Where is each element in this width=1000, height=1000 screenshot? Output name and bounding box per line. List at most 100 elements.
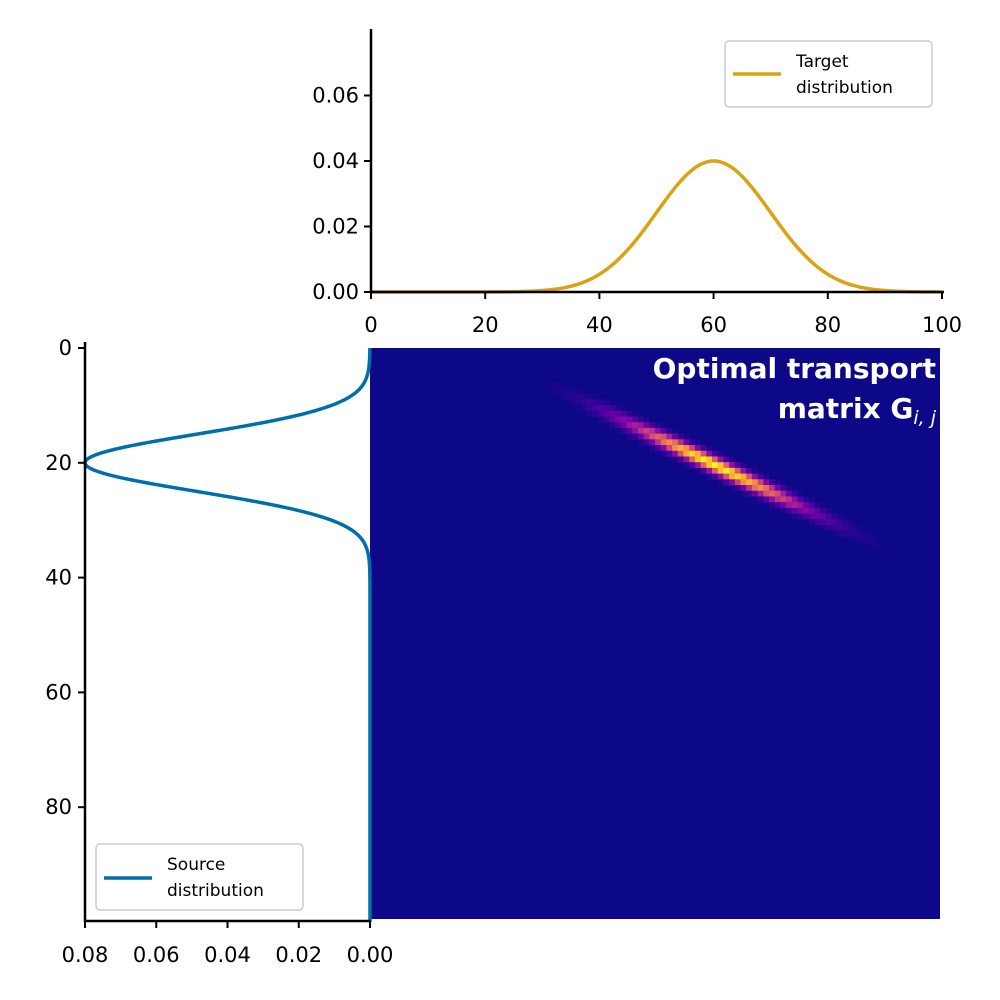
heatmap-cell: [649, 427, 656, 435]
heatmap-cell: [677, 445, 685, 452]
heatmap-cell: [717, 462, 724, 469]
heatmap-cell: [837, 513, 844, 520]
heatmap-cell: [803, 496, 810, 503]
heatmap-cell: [729, 485, 736, 492]
heatmap-cell: [626, 427, 633, 435]
heatmap-cell: [723, 473, 730, 480]
heatmap-cell: [672, 427, 679, 435]
heatmap-cell: [586, 410, 593, 418]
heatmap-cell: [757, 485, 764, 492]
heatmap-title-line2: matrix Gi, j: [778, 392, 937, 429]
heatmap-cell: [831, 530, 838, 538]
heatmap-cell: [803, 519, 810, 526]
heatmap-cell: [746, 479, 753, 486]
target-distribution-line: [371, 159, 943, 294]
heatmap-cell: [603, 410, 610, 418]
heatmap-cell: [586, 399, 593, 406]
heatmap-cell: [694, 467, 702, 475]
source-legend-label-2: distribution: [167, 881, 264, 901]
heatmap-cell: [751, 479, 759, 486]
heatmap-cell: [808, 519, 816, 526]
heatmap-cell: [649, 439, 656, 446]
heatmap-cell: [632, 416, 639, 423]
source-legend-label-1: Source: [167, 855, 225, 875]
target-x-tick-label: 40: [586, 313, 613, 337]
heatmap-cell: [843, 519, 850, 526]
heatmap-cell: [637, 416, 645, 423]
heatmap-cell: [683, 456, 690, 463]
target-x-ticks: 0 20 40 60 80 100: [364, 292, 962, 337]
source-y-tick-label: 40: [45, 566, 72, 590]
heatmap-cell: [637, 439, 645, 446]
heatmap-cell: [689, 450, 696, 458]
heatmap-cell: [655, 445, 662, 452]
heatmap-cell: [666, 439, 673, 446]
heatmap-cell: [660, 445, 667, 452]
heatmap-cell: [655, 427, 662, 435]
heatmap-cell: [854, 525, 861, 532]
source-y-tick-label: 60: [45, 680, 72, 704]
heatmap-cell: [729, 479, 736, 486]
heatmap-cell: [808, 496, 816, 503]
heatmap-cell: [660, 422, 667, 429]
heatmap-cell: [615, 410, 622, 418]
heatmap-cell: [831, 525, 838, 532]
heatmap-cell: [780, 502, 787, 509]
heatmap-cell: [814, 507, 821, 515]
heatmap-cell: [803, 507, 810, 515]
heatmap-cell: [552, 382, 559, 389]
heatmap-cell: [626, 416, 633, 423]
target-legend-box: [724, 40, 933, 108]
heatmap-cell: [569, 399, 576, 406]
heatmap-cell: [826, 513, 833, 520]
heatmap-cell: [769, 479, 776, 486]
heatmap-cell: [751, 473, 759, 480]
heatmap-cell: [643, 439, 650, 446]
heatmap-cell: [700, 467, 707, 475]
source-y-tick-label: 20: [45, 451, 72, 475]
heatmap-cell: [672, 445, 679, 452]
heatmap-cell: [797, 502, 804, 509]
heatmap-cell: [820, 519, 827, 526]
heatmap-cell: [672, 439, 679, 446]
heatmap-cell: [712, 456, 719, 463]
heatmap-cell: [609, 410, 616, 418]
heatmap-cell: [746, 490, 753, 498]
target-x-tick-label: 20: [472, 313, 499, 337]
source-y-tick-label: 80: [45, 795, 72, 819]
heatmap-cell: [865, 536, 873, 543]
heatmap-cell: [655, 422, 662, 429]
heatmap-cell: [649, 422, 656, 429]
heatmap-cell: [660, 427, 667, 435]
heatmap-cell: [769, 485, 776, 492]
heatmap-cell: [649, 445, 656, 452]
heatmap-cell: [751, 490, 759, 498]
heatmap-cell: [797, 490, 804, 498]
heatmap-cell: [620, 427, 628, 435]
heatmap-cell: [620, 422, 628, 429]
heatmap-cell: [717, 479, 724, 486]
heatmap-cell: [706, 450, 713, 458]
heatmap-cell: [694, 439, 702, 446]
heatmap-cell: [632, 433, 639, 440]
heatmap-cell: [586, 405, 593, 412]
heatmap-cell: [860, 530, 867, 538]
source-x-tick-label: 0.06: [133, 943, 180, 967]
heatmap-cell: [672, 450, 679, 458]
heatmap-cell: [575, 399, 582, 406]
heatmap-cell: [575, 393, 582, 400]
heatmap-cell: [655, 433, 662, 440]
heatmap-cell: [546, 382, 553, 389]
heatmap-cell: [689, 462, 696, 469]
heatmap-cell: [683, 433, 690, 440]
heatmap-cell: [694, 456, 702, 463]
heatmap-cell: [717, 467, 724, 475]
heatmap-cell: [746, 473, 753, 480]
heatmap-cell: [734, 485, 742, 492]
heatmap-cell: [791, 490, 799, 498]
heatmap-cell: [865, 530, 873, 538]
heatmap-cell: [860, 536, 867, 543]
heatmap-cell: [791, 496, 799, 503]
heatmap-cell: [740, 467, 747, 475]
heatmap-cell: [723, 467, 730, 475]
